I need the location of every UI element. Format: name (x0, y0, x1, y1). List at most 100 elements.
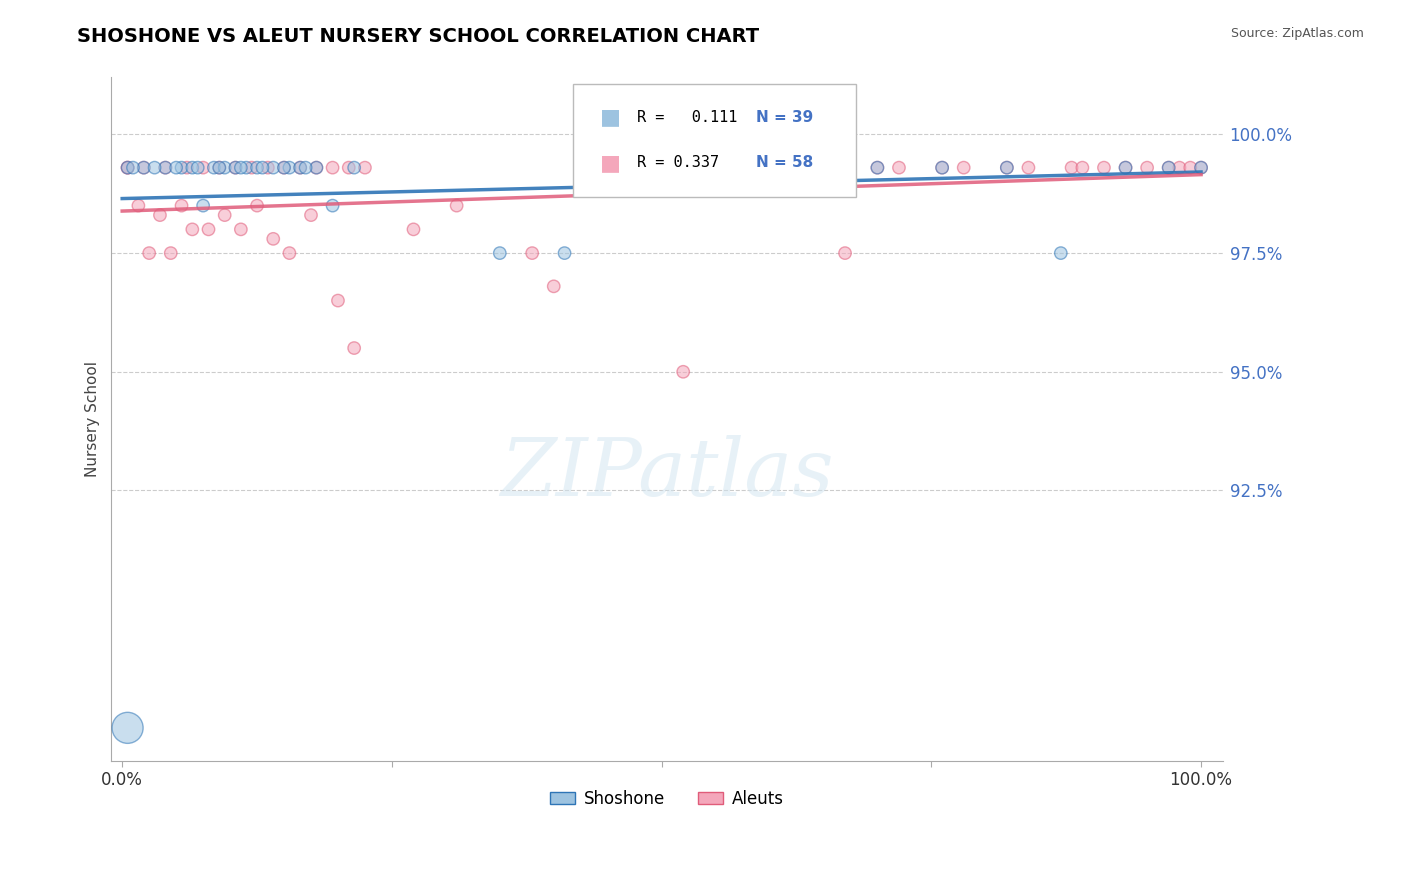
Point (208, 161, 231, 175)
Point (290, 161, 312, 175)
Point (165, 161, 187, 175)
Point (737, 161, 759, 175)
Point (543, 279, 565, 293)
Point (931, 161, 953, 175)
Point (294, 161, 316, 175)
Point (235, 161, 257, 175)
Point (672, 365, 695, 379)
Point (1017, 161, 1039, 175)
Point (262, 161, 284, 175)
Point (337, 161, 360, 175)
Point (305, 161, 328, 175)
Point (122, 161, 145, 175)
Point (343, 341, 366, 355)
Text: N = 58: N = 58 (756, 155, 813, 170)
Point (257, 161, 280, 175)
Point (191, 161, 214, 175)
Point (834, 246, 856, 260)
Point (520, 246, 543, 260)
Point (278, 246, 301, 260)
Point (801, 161, 824, 175)
Point (343, 161, 366, 175)
Point (117, 161, 139, 175)
Point (191, 199, 214, 213)
Point (322, 199, 344, 213)
Point (138, 246, 160, 260)
Point (170, 161, 193, 175)
Point (931, 161, 953, 175)
Text: N = 39: N = 39 (756, 110, 813, 125)
Point (995, 161, 1018, 175)
Point (1060, 161, 1083, 175)
Y-axis label: Nursery School: Nursery School (86, 361, 100, 477)
Point (181, 161, 204, 175)
Point (143, 161, 166, 175)
Point (197, 222, 219, 236)
Point (1189, 161, 1212, 175)
Point (1157, 161, 1180, 175)
Point (1157, 161, 1180, 175)
Point (132, 161, 155, 175)
Point (229, 161, 252, 175)
Point (1180, 161, 1202, 175)
Point (224, 161, 246, 175)
Point (952, 161, 974, 175)
Text: R = 0.337: R = 0.337 (637, 155, 718, 170)
Text: R =   0.111: R = 0.111 (637, 110, 737, 125)
Point (488, 246, 510, 260)
Point (229, 222, 252, 236)
Point (290, 161, 312, 175)
Point (214, 161, 236, 175)
Point (159, 246, 181, 260)
Point (181, 222, 204, 236)
Point (117, 161, 139, 175)
Text: ZIPatlas: ZIPatlas (501, 435, 834, 513)
Point (127, 199, 149, 213)
Point (402, 222, 425, 236)
Point (780, 161, 803, 175)
Point (246, 199, 269, 213)
Point (326, 293, 349, 308)
Point (887, 161, 910, 175)
Point (299, 208, 322, 222)
Point (155, 161, 177, 175)
Point (208, 161, 231, 175)
Point (117, 721, 139, 735)
Point (273, 161, 295, 175)
Point (866, 161, 889, 175)
Point (554, 246, 576, 260)
Point (117, 161, 139, 175)
Point (322, 161, 344, 175)
Point (278, 161, 301, 175)
Point (224, 161, 246, 175)
Point (1115, 161, 1137, 175)
Point (1049, 246, 1071, 260)
Text: Source: ZipAtlas.com: Source: ZipAtlas.com (1230, 27, 1364, 40)
Point (252, 161, 274, 175)
Point (1168, 161, 1191, 175)
Point (240, 161, 263, 175)
Point (354, 161, 377, 175)
Point (246, 161, 269, 175)
Point (273, 161, 295, 175)
Point (866, 161, 889, 175)
Text: ■: ■ (600, 153, 621, 173)
Point (305, 161, 328, 175)
Legend: Shoshone, Aleuts: Shoshone, Aleuts (544, 783, 790, 814)
Point (176, 161, 198, 175)
Point (202, 161, 225, 175)
Point (1189, 161, 1212, 175)
Point (262, 232, 284, 246)
FancyBboxPatch shape (572, 84, 856, 197)
Text: SHOSHONE VS ALEUT NURSERY SCHOOL CORRELATION CHART: SHOSHONE VS ALEUT NURSERY SCHOOL CORRELA… (77, 27, 759, 45)
Point (661, 161, 683, 175)
Point (170, 199, 193, 213)
Point (149, 208, 172, 222)
Point (995, 161, 1018, 175)
Point (1092, 161, 1115, 175)
Point (446, 199, 468, 213)
Point (155, 161, 177, 175)
Point (187, 161, 209, 175)
Point (214, 208, 236, 222)
Point (132, 161, 155, 175)
